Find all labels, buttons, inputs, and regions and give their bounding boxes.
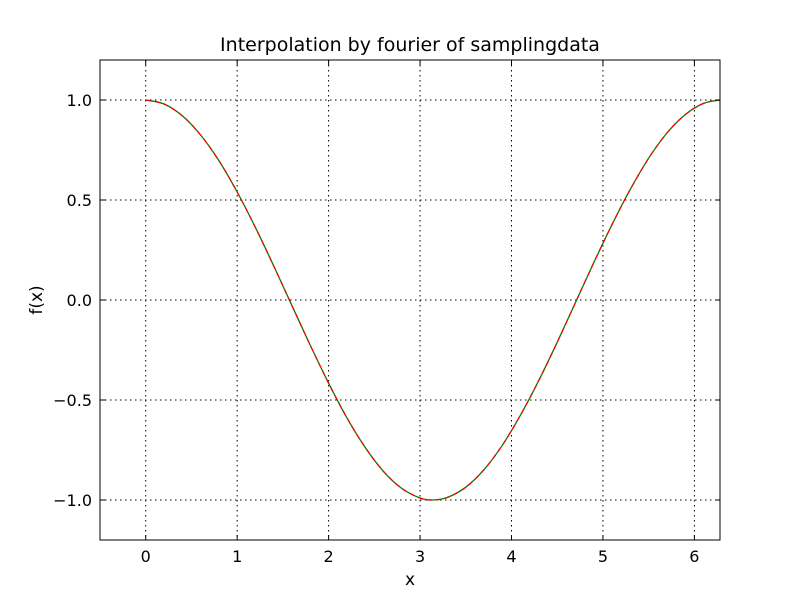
x-tick-label: 1	[232, 547, 242, 566]
tick-labels-layer: 0 1 2 3 4 5 6 −1.0 −0.5 0.0 0.5 1.0	[53, 91, 699, 566]
x-tick-label: 0	[141, 547, 151, 566]
series-line-solid	[145, 99, 721, 501]
x-tick-label: 6	[689, 547, 699, 566]
x-tick-label: 3	[415, 547, 425, 566]
y-tick-label: −0.5	[53, 391, 92, 410]
y-tick-label: 0.5	[67, 191, 92, 210]
x-tick-label: 4	[506, 547, 516, 566]
y-axis-label: f(x)	[27, 285, 47, 314]
y-tick-label: 1.0	[67, 91, 92, 110]
chart-title: Interpolation by fourier of samplingdata	[220, 34, 600, 56]
ticks-layer	[100, 60, 720, 540]
x-tick-label: 2	[324, 547, 334, 566]
series-layer	[145, 99, 721, 501]
y-tick-label: 0.0	[67, 291, 92, 310]
series-line-dashed	[145, 99, 721, 501]
y-tick-label: −1.0	[53, 491, 92, 510]
grid-layer	[100, 60, 720, 540]
x-axis-label: x	[405, 570, 415, 590]
x-tick-label: 5	[598, 547, 608, 566]
